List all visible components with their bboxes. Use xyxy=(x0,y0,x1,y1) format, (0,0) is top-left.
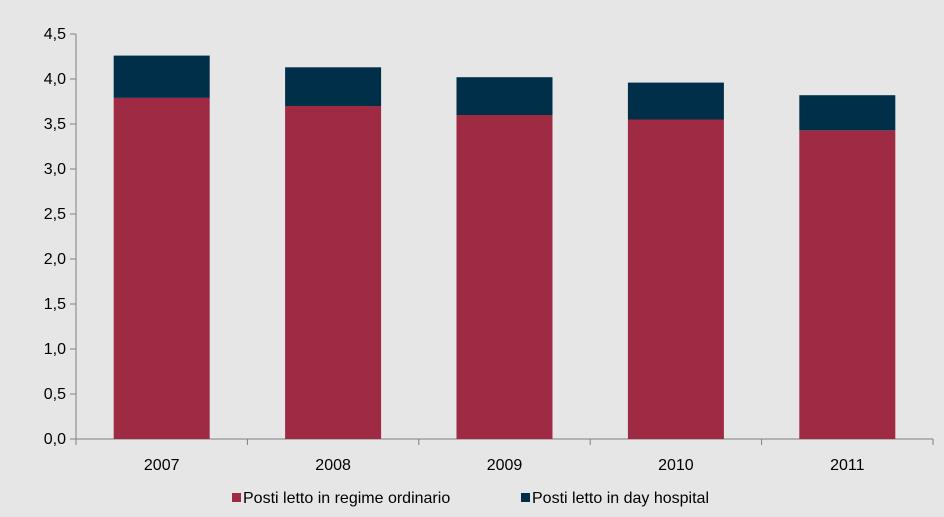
bar-regime-ordinario-2011 xyxy=(799,130,896,440)
bar-day-hospital-2011 xyxy=(799,95,896,131)
y-tick-label: 3,5 xyxy=(44,116,66,133)
bar-regime-ordinario-2008 xyxy=(285,106,382,439)
y-tick-label: 1,0 xyxy=(44,341,66,358)
bar-regime-ordinario-2009 xyxy=(456,115,553,439)
x-tick-label: 2011 xyxy=(830,457,865,474)
bars xyxy=(113,55,896,440)
bar-day-hospital-2008 xyxy=(285,67,382,106)
legend-swatch xyxy=(521,493,530,502)
legend-label: Posti letto in day hospital xyxy=(532,490,709,507)
y-tick-label: 2,5 xyxy=(44,206,66,223)
legend-swatch xyxy=(232,493,241,502)
y-tick-label: 0,5 xyxy=(44,386,66,403)
y-tick-label: 2,0 xyxy=(44,251,66,268)
x-tick-label: 2008 xyxy=(315,457,351,474)
y-tick-label: 4,5 xyxy=(44,26,66,43)
legend: Posti letto in regime ordinario Posti let… xyxy=(232,490,709,507)
y-tick-label: 0,0 xyxy=(44,431,66,448)
bar-regime-ordinario-2007 xyxy=(113,97,210,440)
x-tick-label: 2009 xyxy=(487,457,523,474)
y-tick-label: 3,0 xyxy=(44,161,66,178)
x-axis: 2007 2008 2009 2010 2011 xyxy=(75,438,934,474)
legend-label: Posti letto in regime ordinario xyxy=(243,490,450,507)
y-tick-label: 4,0 xyxy=(44,71,66,88)
bar-regime-ordinario-2010 xyxy=(627,119,724,439)
x-tick-label: 2007 xyxy=(144,457,180,474)
bar-day-hospital-2009 xyxy=(456,77,553,115)
x-tick-label: 2010 xyxy=(658,457,694,474)
bar-day-hospital-2010 xyxy=(627,82,724,120)
bar-day-hospital-2007 xyxy=(113,55,210,98)
y-tick-label: 1,5 xyxy=(44,296,66,313)
y-axis: 0,0 0,5 1,0 1,5 2,0 2,5 3,0 3,5 4,0 4,5 xyxy=(44,26,77,448)
